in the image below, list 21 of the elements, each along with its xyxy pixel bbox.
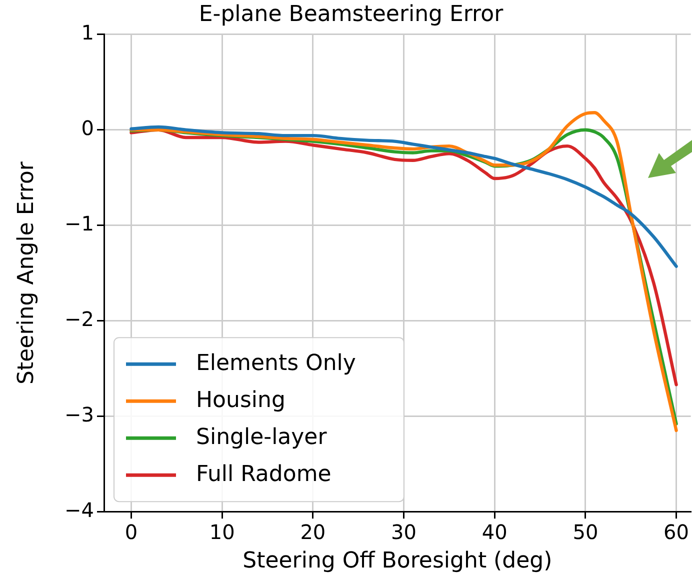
x-tick-label: 10 [209,520,235,544]
line-series [130,125,678,268]
chart-title: E-plane Beamsteering Error [198,2,504,27]
x-tick-label: 0 [124,520,138,544]
x-axis-title: Steering Off Boresight (deg) [242,548,552,574]
y-tick-label: −4 [64,498,94,522]
y-axis-title: Steering Angle Error [14,160,39,384]
y-tick-label: −1 [64,211,94,236]
x-tick-label: 20 [300,520,326,544]
legend-label: Housing [196,388,286,413]
legend-label: Single-layer [196,424,328,450]
y-tick-label: 1 [81,20,94,45]
y-tick-label: 0 [81,116,94,140]
legend-label: Full Radome [196,462,332,487]
y-tick-label: −2 [64,306,94,331]
y-tick-label: −3 [64,402,94,426]
x-tick-label: 60 [664,520,689,544]
x-tick-label: 40 [482,520,508,544]
x-tick-label: 30 [391,520,416,544]
x-tick-label: 50 [572,520,598,544]
legend-label: Elements Only [196,350,356,376]
